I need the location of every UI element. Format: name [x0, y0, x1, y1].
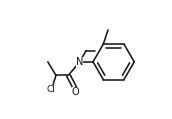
Text: N: N	[76, 57, 83, 67]
Text: O: O	[72, 87, 79, 97]
Text: Cl: Cl	[46, 85, 55, 94]
